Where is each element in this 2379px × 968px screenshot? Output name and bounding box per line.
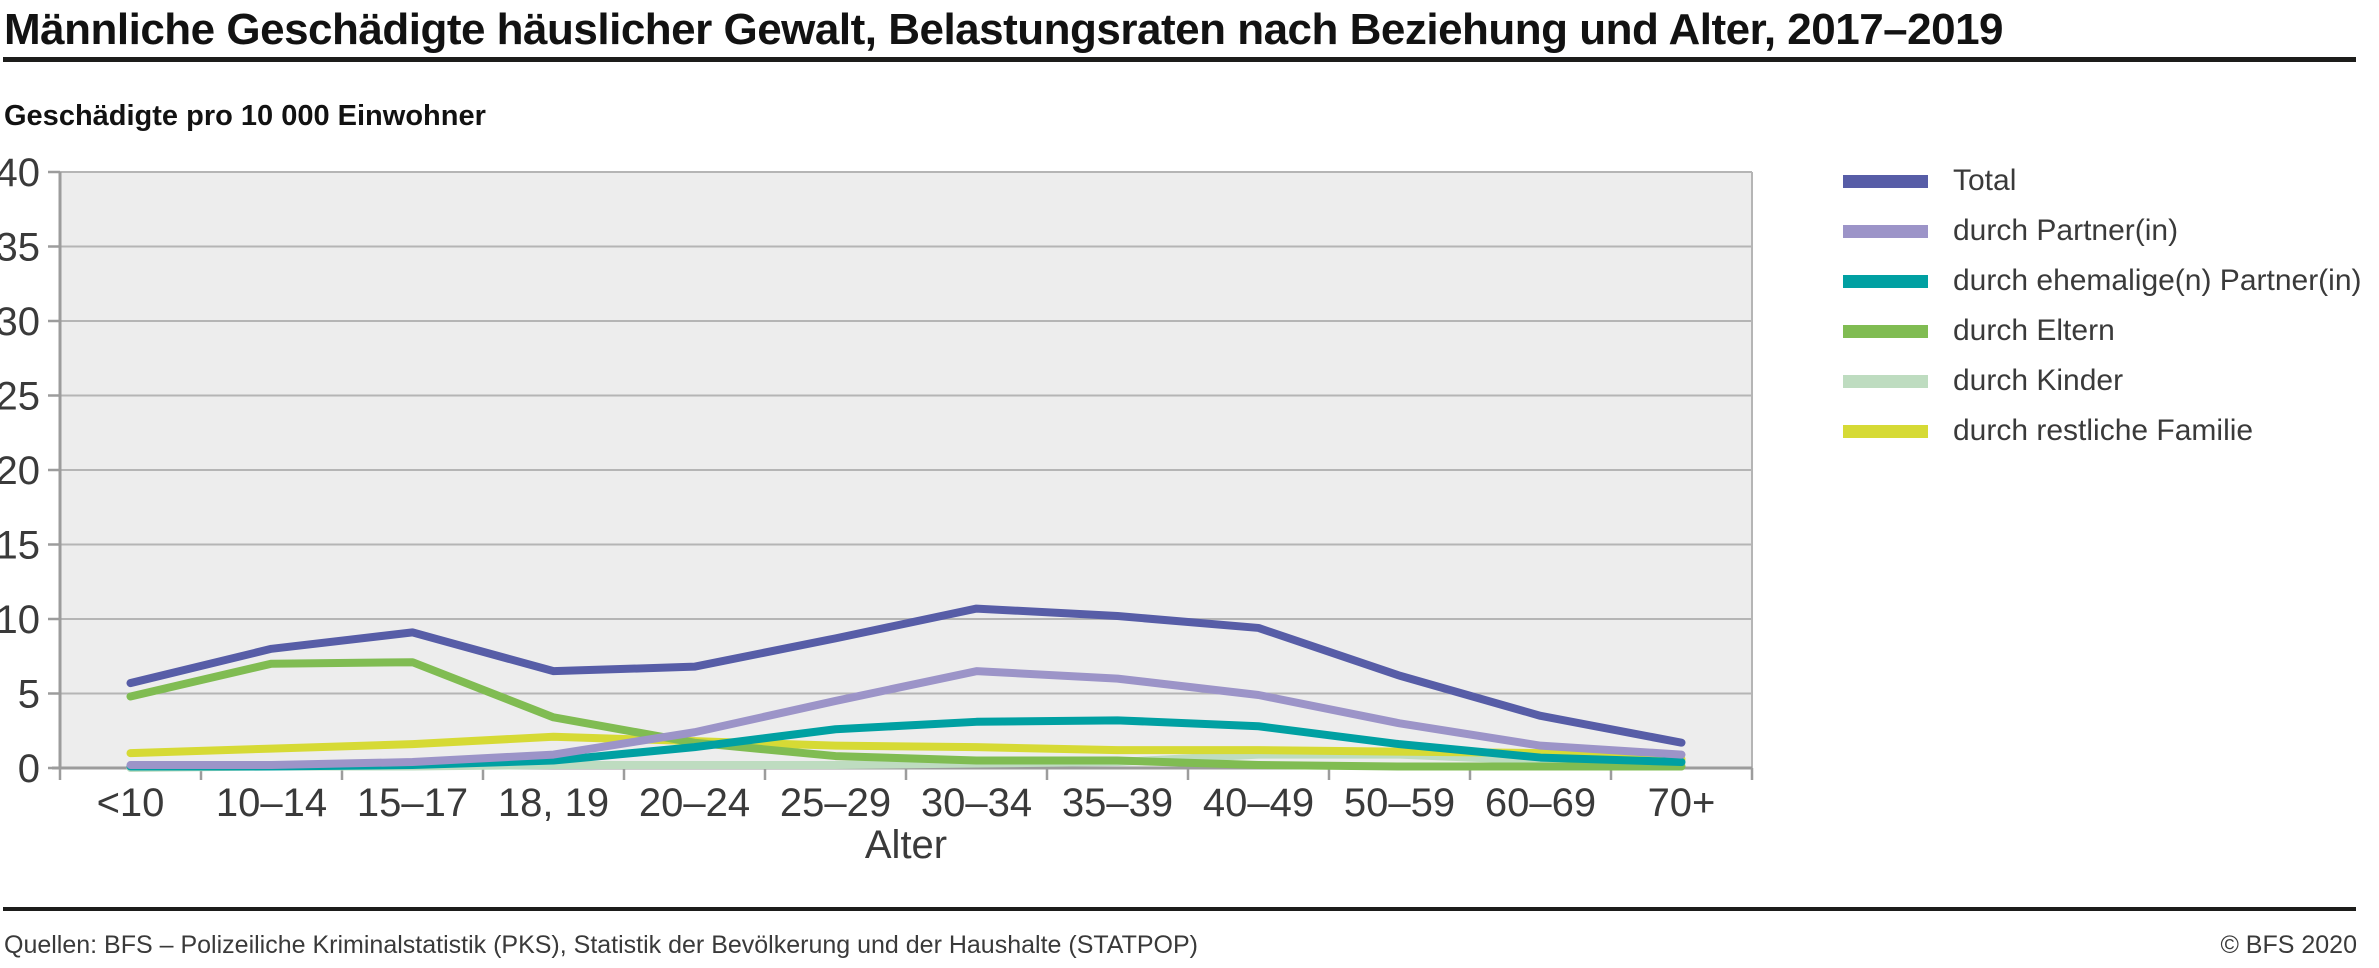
x-tick-label: 35–39 [1062,781,1173,825]
page-title: Männliche Geschädigte häuslicher Gewalt,… [4,5,2004,54]
x-tick-label: 40–49 [1203,781,1314,825]
y-tick-label: 30 [0,300,40,344]
legend-item-durch-restliche-familie: durch restliche Familie [1843,414,2362,447]
legend-item-total: Total [1843,164,2362,197]
legend-swatch-durch-eltern [1843,324,1928,338]
x-tick-label: 30–34 [921,781,1032,825]
series-line-durch-partner-in [126,667,1686,770]
x-tick-label: 60–69 [1485,781,1596,825]
y-tick-label: 15 [0,524,40,568]
legend-item-durch-eltern: durch Eltern [1843,314,2362,347]
legend-label-durch-kinder: durch Kinder [1953,364,2124,397]
x-tick-label: 10–14 [216,781,327,825]
y-tick-label: 40 [0,151,40,195]
legend-label-total: Total [1953,164,2017,197]
y-axis-unit-label: Geschädigte pro 10 000 Einwohner [4,100,486,132]
series-line-durch-restliche-familie [126,732,1686,764]
y-tick-label: 10 [0,598,40,642]
x-tick-label: 25–29 [780,781,891,825]
footer-copyright: © BFS 2020 [2220,931,2357,959]
y-tick-label: 20 [0,449,40,493]
legend-swatch-durch-partner-in [1843,224,1928,238]
footer: Quellen: BFS – Polizeiliche Kriminalstat… [4,931,2357,960]
y-tick-label: 25 [0,375,40,419]
legend-swatch-durch-ehemalige-n-partner-in [1843,274,1928,288]
x-tick-label: 15–17 [357,781,468,825]
series-line-total [126,604,1686,747]
legend-item-durch-kinder: durch Kinder [1843,364,2362,397]
x-tick-label: 18, 19 [498,781,609,825]
chart-legend: Total durch Partner(in) durch ehemalige(n)… [1843,164,2362,474]
footer-rule [3,907,2356,911]
x-tick-label: <10 [97,781,165,825]
legend-swatch-durch-restliche-familie [1843,424,1928,438]
x-tick-label: 20–24 [639,781,750,825]
legend-label-durch-partner-in: durch Partner(in) [1953,214,2179,247]
x-tick-label: 70+ [1648,781,1716,825]
series-line-durch-eltern [126,658,1686,771]
line-chart: 0 5 10 15 20 25 30 35 40 <10 10–14 15–17 18, 19 20–24… [0,151,1754,867]
legend-swatch-total [1843,174,1928,188]
y-tick-label: 5 [18,673,40,717]
legend-item-durch-partner-in: durch Partner(in) [1843,214,2362,247]
legend-label-durch-ehemalige-n-partner-in: durch ehemalige(n) Partner(in) [1953,264,2362,297]
y-tick-label: 35 [0,226,40,270]
footer-sources: Quellen: BFS – Polizeiliche Kriminalstat… [4,931,1198,959]
x-tick-label: 50–59 [1344,781,1455,825]
legend-item-durch-ehemalige-n-partner-in: durch ehemalige(n) Partner(in) [1843,264,2362,297]
legend-swatch-durch-kinder [1843,374,1928,388]
legend-label-durch-eltern: durch Eltern [1953,314,2115,347]
x-axis-title: Alter [865,823,947,867]
legend-label-durch-restliche-familie: durch restliche Familie [1953,414,2254,447]
title-rule [3,57,2356,62]
y-tick-label: 0 [18,747,40,791]
